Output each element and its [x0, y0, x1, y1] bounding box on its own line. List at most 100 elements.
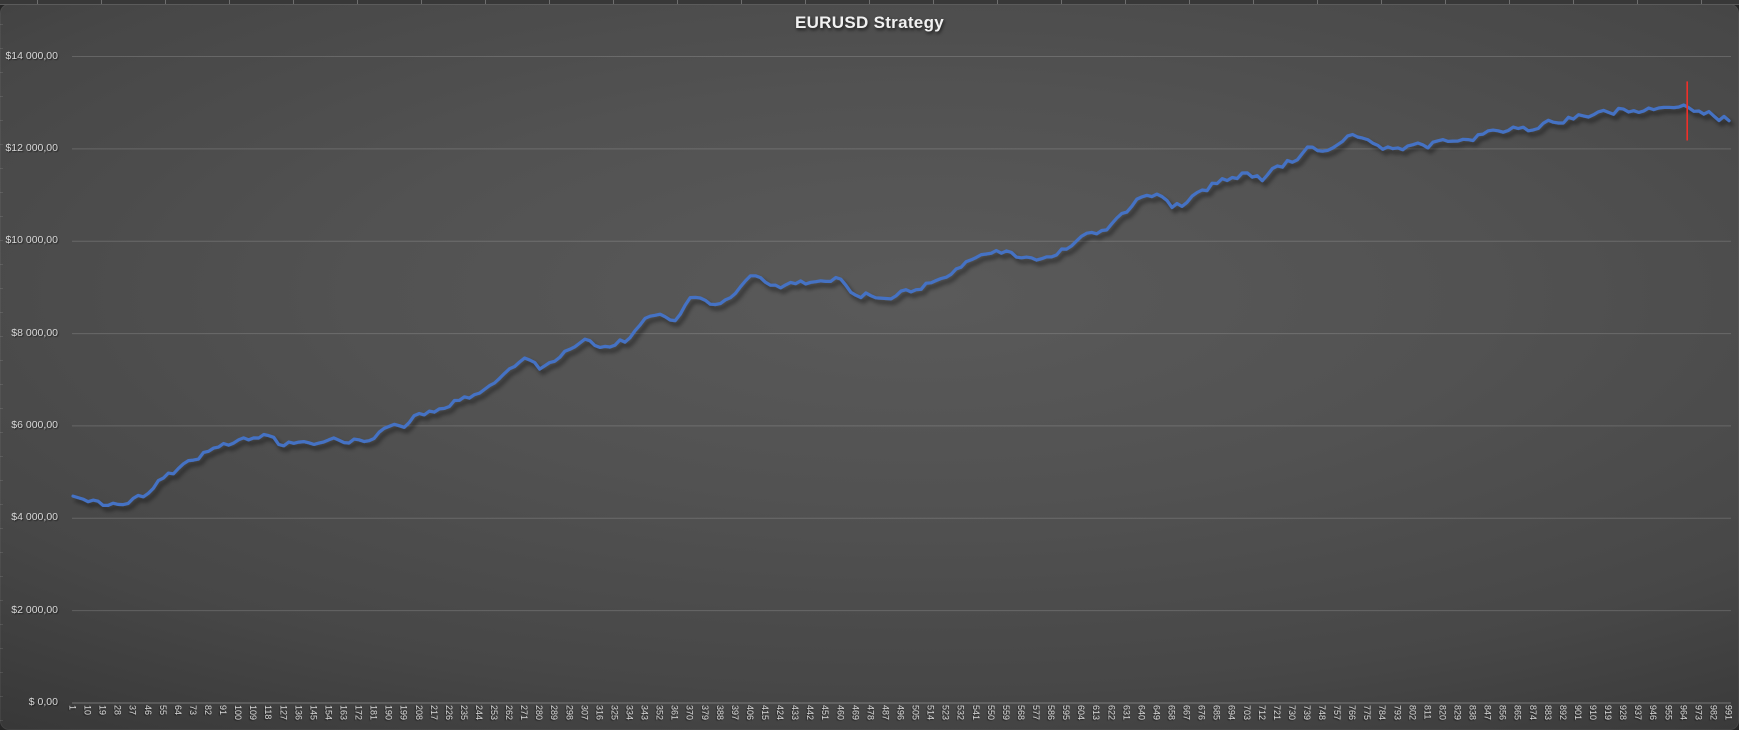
x-axis-tick-label: 154 [323, 705, 334, 721]
x-axis-tick-label: 289 [549, 705, 560, 721]
x-axis-tick-label: 712 [1256, 705, 1267, 721]
x-axis-tick-label: 361 [669, 705, 680, 721]
x-axis-tick-label: 28 [112, 705, 123, 716]
x-axis-tick-label: 217 [428, 705, 439, 721]
x-axis-tick-label: 685 [1211, 705, 1222, 721]
x-axis-tick-label: 46 [142, 705, 153, 716]
x-axis-tick-label: 388 [714, 705, 725, 721]
x-axis-tick-label: 667 [1181, 705, 1192, 721]
x-axis-tick-label: 910 [1588, 705, 1598, 721]
x-axis-tick-label: 316 [594, 705, 605, 721]
x-axis-tick-label: 991 [1723, 705, 1734, 721]
chart-title: EURUSD Strategy [794, 13, 945, 32]
x-axis-tick-label: 676 [1196, 705, 1207, 721]
x-axis-tick-label: 235 [458, 705, 469, 721]
x-axis-tick-label: 748 [1317, 705, 1327, 721]
x-axis-tick-label: 703 [1241, 705, 1252, 721]
x-axis-tick-label: 334 [624, 705, 635, 721]
x-axis-tick-label: 343 [639, 705, 650, 721]
x-axis-tick-label: 19 [97, 705, 108, 716]
x-axis-tick-label: 262 [504, 705, 515, 721]
x-axis-tick-label: 307 [579, 705, 590, 721]
x-axis-tick-label: 586 [1046, 705, 1056, 721]
y-axis-tick-label: $10 000,00 [5, 234, 58, 247]
x-axis-tick-label: 478 [865, 705, 876, 721]
x-axis-tick-label: 622 [1106, 705, 1117, 721]
x-axis-tick-label: 838 [1467, 705, 1478, 721]
x-axis-tick-label: 784 [1377, 705, 1388, 721]
x-axis-tick-label: 928 [1618, 705, 1629, 721]
x-axis-tick-label: 199 [398, 705, 409, 721]
x-axis-tick-label: 595 [1061, 705, 1072, 721]
x-axis-tick-label: 559 [1000, 705, 1011, 721]
x-axis-tick-label: 460 [835, 705, 846, 721]
x-axis-tick-label: 793 [1392, 705, 1403, 721]
x-axis-tick-label: 649 [1151, 705, 1162, 721]
x-axis-tick-label: 136 [293, 705, 304, 721]
x-axis-tick-label: 37 [127, 705, 138, 716]
x-axis-tick-label: 64 [172, 705, 183, 716]
x-axis-tick-label: 127 [278, 705, 289, 721]
x-axis-tick-label: 514 [925, 705, 936, 721]
x-axis-tick-label: 604 [1076, 705, 1087, 721]
x-axis-tick-label: 352 [654, 705, 665, 721]
x-axis-tick-label: 298 [564, 705, 575, 721]
x-axis-tick-label: 532 [955, 705, 966, 721]
y-axis-tick-label: $14 000,00 [5, 49, 58, 62]
x-axis-tick-label: 370 [684, 705, 695, 721]
y-axis-tick-label: $12 000,00 [5, 141, 58, 154]
x-axis-tick-label: 451 [820, 705, 831, 721]
y-axis-tick-label: $4 000,00 [11, 511, 58, 524]
x-axis-tick-label: 694 [1226, 705, 1237, 721]
x-axis-tick-label: 253 [489, 705, 499, 721]
x-axis-tick-label: 847 [1482, 705, 1493, 721]
x-axis-tick-label: 775 [1362, 705, 1373, 721]
x-axis-tick-label: 568 [1015, 705, 1026, 721]
x-axis-tick-label: 406 [745, 705, 755, 721]
x-axis-tick-label: 415 [760, 705, 770, 721]
x-axis-tick-label: 766 [1347, 705, 1358, 721]
x-axis-tick-label: 82 [203, 705, 213, 716]
x-axis-tick-label: 541 [970, 705, 981, 721]
x-axis-tick-label: 937 [1633, 705, 1644, 721]
x-axis-tick-label: 244 [474, 705, 484, 721]
x-axis-tick-label: 901 [1573, 705, 1583, 721]
x-axis-tick-label: 550 [985, 705, 996, 721]
x-axis-tick-label: 10 [82, 705, 93, 716]
spreadsheet-edge-left [0, 4, 3, 730]
x-axis-tick-label: 172 [353, 705, 364, 721]
x-axis-tick-label: 271 [519, 705, 530, 721]
x-axis-tick-label: 757 [1332, 705, 1343, 721]
x-axis-tick-label: 190 [383, 705, 394, 721]
x-axis-tick-label: 964 [1678, 705, 1689, 721]
x-axis-tick-label: 163 [338, 705, 349, 721]
x-axis-tick-label: 55 [157, 705, 168, 716]
equity-curve[interactable] [71, 103, 1731, 507]
x-axis-tick-label: 397 [729, 705, 740, 721]
x-axis-tick-label: 883 [1542, 705, 1553, 721]
x-axis-tick-label: 469 [850, 705, 861, 721]
x-axis-tick-label: 505 [910, 705, 921, 721]
x-axis-tick-label: 730 [1286, 705, 1297, 721]
x-axis-tick-label: 442 [805, 705, 816, 721]
y-axis-tick-label: $8 000,00 [11, 326, 58, 339]
y-axis-tick-label: $2 000,00 [11, 603, 58, 616]
x-axis-tick-label: 865 [1512, 705, 1523, 721]
chart-area[interactable]: EURUSD Strategy $ 0,00 $2 000,00 $4 000,00… [0, 4, 1739, 730]
x-axis-tick-label: 496 [895, 705, 906, 721]
spreadsheet-edge-top [0, 0, 1739, 5]
x-axis-tick-label: 802 [1407, 705, 1418, 721]
x-axis-tick-label: 424 [775, 705, 786, 721]
x-axis-tick-label: 811 [1422, 705, 1433, 720]
x-axis-tick-label: 91 [218, 705, 228, 716]
x-axis-tick-label: 892 [1557, 705, 1568, 721]
x-axis-tick-label: 181 [368, 705, 379, 721]
x-axis-tick-label: 631 [1121, 705, 1132, 721]
x-axis-tick-label: 226 [443, 705, 454, 721]
x-axis-tick-label: 640 [1136, 705, 1147, 721]
x-axis-tick-label: 325 [609, 705, 620, 721]
x-axis-tick-label: 433 [790, 705, 801, 721]
x-axis-tick-label: 487 [880, 705, 891, 721]
x-axis-tick-label: 739 [1302, 705, 1312, 721]
